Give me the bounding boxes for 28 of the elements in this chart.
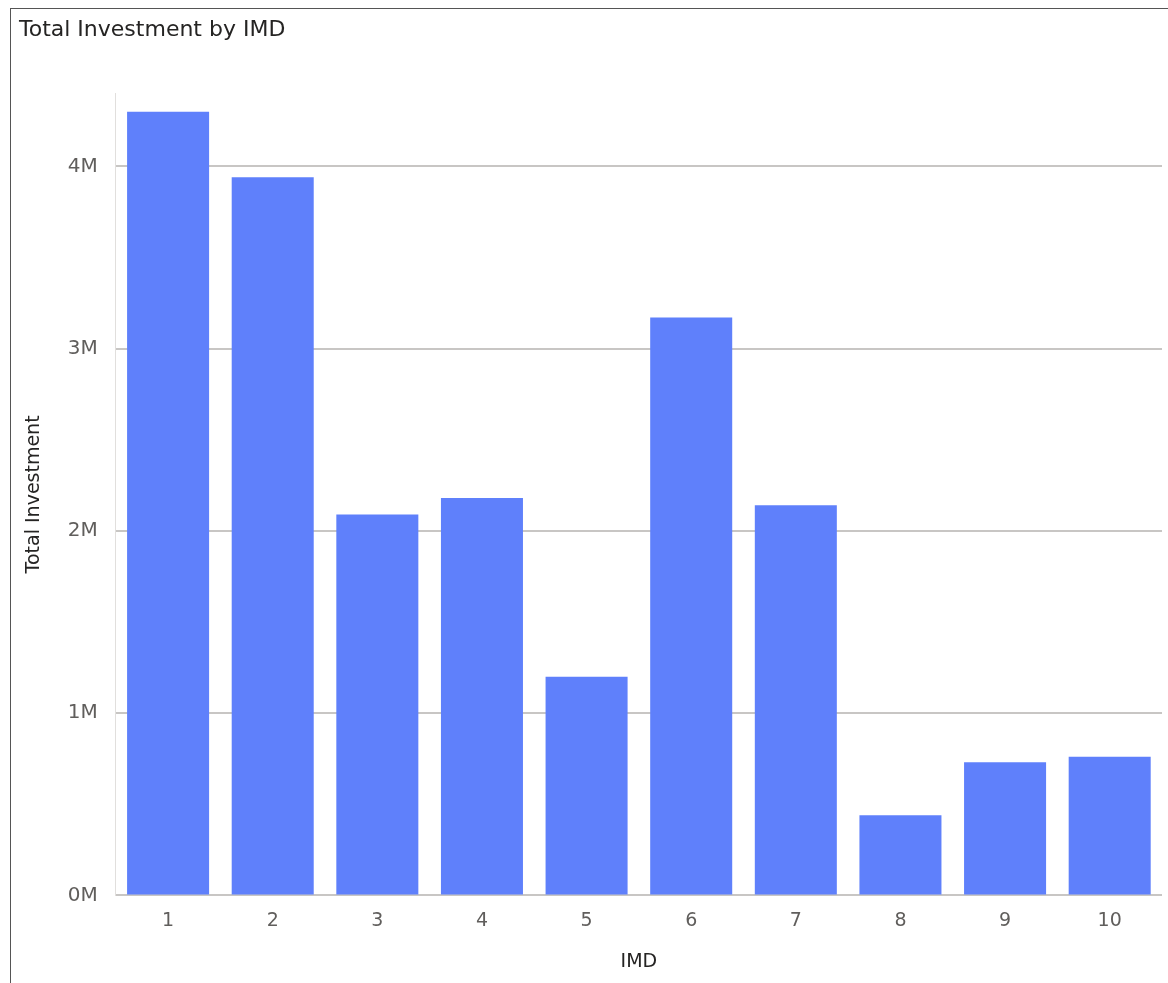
- bar: [127, 111, 210, 895]
- bar: [231, 177, 314, 895]
- bar: [336, 514, 419, 895]
- y-tick-label: 2M: [67, 517, 98, 542]
- x-tick-label: 2: [266, 907, 279, 930]
- bar: [440, 498, 523, 895]
- x-tick-label: 5: [580, 907, 593, 930]
- x-tick-label: 7: [789, 907, 802, 930]
- y-axis-title: Total Investment: [21, 415, 44, 575]
- x-tick-label: 10: [1097, 907, 1122, 930]
- bar: [754, 505, 837, 895]
- bar: [650, 317, 733, 895]
- x-tick-label: 1: [162, 907, 175, 930]
- x-axis-title: IMD: [620, 948, 658, 971]
- bar: [1068, 756, 1151, 895]
- y-tick-label: 4M: [67, 152, 98, 177]
- bar: [859, 815, 942, 895]
- x-tick-label: 4: [475, 907, 488, 930]
- x-tick-label: 8: [894, 907, 907, 930]
- bar: [964, 762, 1047, 895]
- y-tick-label: 3M: [67, 334, 98, 359]
- chart-title: Total Investment by IMD: [18, 15, 286, 41]
- y-tick-label: 1M: [67, 699, 98, 724]
- x-tick-label: 6: [685, 907, 698, 930]
- bar: [545, 676, 628, 895]
- x-tick-label: 9: [999, 907, 1012, 930]
- x-tick-label: 3: [371, 907, 384, 930]
- y-tick-label: 0M: [67, 881, 98, 906]
